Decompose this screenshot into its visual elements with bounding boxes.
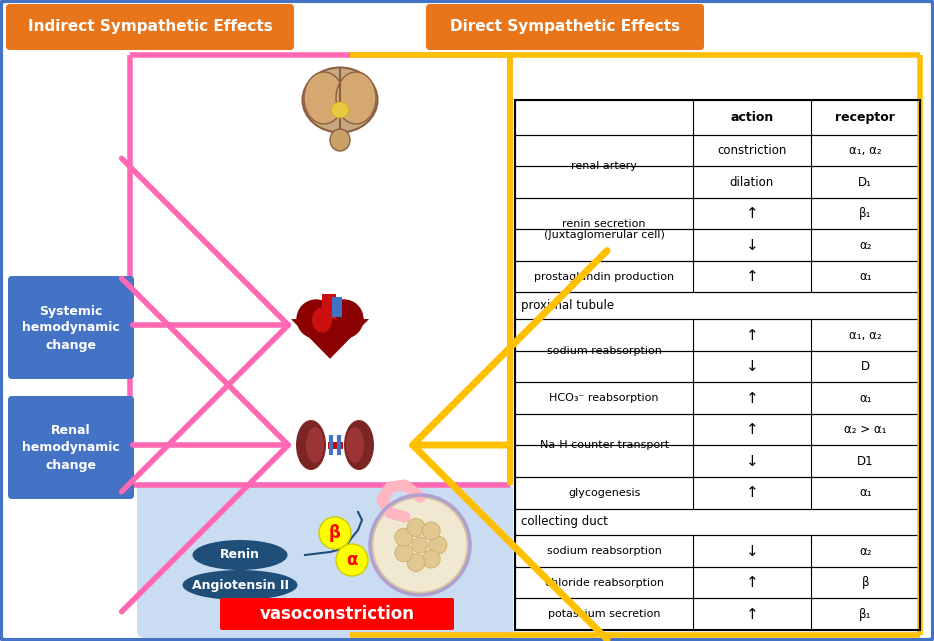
Ellipse shape xyxy=(303,67,377,133)
Bar xyxy=(515,508,920,535)
Text: collecting duct: collecting duct xyxy=(521,515,608,528)
FancyBboxPatch shape xyxy=(220,598,454,630)
Text: β₁: β₁ xyxy=(859,207,871,220)
Text: α₁, α₂: α₁, α₂ xyxy=(849,144,882,157)
Text: potassium secretion: potassium secretion xyxy=(548,609,660,619)
Text: ↓: ↓ xyxy=(745,359,758,374)
Text: ↑: ↑ xyxy=(745,575,758,590)
Bar xyxy=(515,445,920,477)
Text: ↓: ↓ xyxy=(745,454,758,469)
Bar xyxy=(515,414,920,445)
Text: α: α xyxy=(347,551,358,569)
Text: β₁: β₁ xyxy=(859,608,871,620)
Text: glycogenesis: glycogenesis xyxy=(568,488,641,498)
Text: ↑: ↑ xyxy=(745,328,758,342)
Circle shape xyxy=(336,544,368,576)
Text: ↑: ↑ xyxy=(745,485,758,500)
Bar xyxy=(515,599,920,630)
Text: renal artery: renal artery xyxy=(572,162,637,171)
Text: β: β xyxy=(329,524,341,542)
Ellipse shape xyxy=(192,540,288,570)
Text: ↑: ↑ xyxy=(745,607,758,622)
Text: Renin: Renin xyxy=(220,549,260,562)
Text: Na-H counter transport: Na-H counter transport xyxy=(540,440,669,451)
Ellipse shape xyxy=(330,129,350,151)
Text: α₁, α₂: α₁, α₂ xyxy=(849,329,882,342)
Circle shape xyxy=(395,544,413,562)
Bar xyxy=(515,319,920,351)
Text: ↓: ↓ xyxy=(745,544,758,558)
Text: α₁: α₁ xyxy=(859,392,871,404)
Ellipse shape xyxy=(331,102,349,118)
Circle shape xyxy=(422,522,440,540)
Polygon shape xyxy=(291,319,369,359)
Bar xyxy=(515,100,920,135)
Text: renin secretion
(Juxtaglomerular cell): renin secretion (Juxtaglomerular cell) xyxy=(544,219,664,240)
Text: D: D xyxy=(861,360,870,373)
Text: chloride reabsorption: chloride reabsorption xyxy=(545,578,663,588)
Bar xyxy=(515,535,920,567)
Ellipse shape xyxy=(304,72,344,124)
Bar xyxy=(515,477,920,508)
Text: ↑: ↑ xyxy=(745,390,758,406)
Bar xyxy=(515,382,920,414)
Text: α₁: α₁ xyxy=(859,487,871,499)
Text: dilation: dilation xyxy=(729,176,774,188)
Text: HCO₃⁻ reabsorption: HCO₃⁻ reabsorption xyxy=(549,393,658,403)
Circle shape xyxy=(407,554,425,572)
Text: receptor: receptor xyxy=(835,111,896,124)
Bar xyxy=(515,567,920,599)
FancyBboxPatch shape xyxy=(6,4,294,50)
Text: Renal
hemodynamic
change: Renal hemodynamic change xyxy=(22,424,120,472)
Text: sodium reabsorption: sodium reabsorption xyxy=(546,345,661,356)
Text: β: β xyxy=(861,576,870,589)
Circle shape xyxy=(395,528,413,546)
Text: prostaglandin production: prostaglandin production xyxy=(534,272,674,281)
Text: D1: D1 xyxy=(857,454,873,468)
Circle shape xyxy=(412,537,428,553)
Ellipse shape xyxy=(344,420,374,470)
Bar xyxy=(515,292,920,319)
FancyBboxPatch shape xyxy=(8,396,134,499)
Text: ↑: ↑ xyxy=(745,206,758,221)
Bar xyxy=(515,166,920,198)
Circle shape xyxy=(372,497,468,593)
Bar xyxy=(515,198,920,229)
Circle shape xyxy=(324,299,363,339)
Text: α₂ > α₁: α₂ > α₁ xyxy=(844,423,886,436)
FancyBboxPatch shape xyxy=(8,276,134,379)
Bar xyxy=(515,100,920,630)
Text: D₁: D₁ xyxy=(858,176,872,188)
Ellipse shape xyxy=(306,427,324,463)
Circle shape xyxy=(407,519,425,537)
Text: vasoconstriction: vasoconstriction xyxy=(260,605,415,623)
Text: α₁: α₁ xyxy=(859,270,871,283)
Circle shape xyxy=(296,299,336,339)
Ellipse shape xyxy=(296,420,326,470)
Text: α₂: α₂ xyxy=(859,238,871,252)
Text: proximal tubule: proximal tubule xyxy=(521,299,615,312)
Circle shape xyxy=(319,517,351,549)
Bar xyxy=(322,294,336,319)
Ellipse shape xyxy=(336,72,376,124)
Text: Angiotensin II: Angiotensin II xyxy=(191,578,289,592)
Text: ↓: ↓ xyxy=(745,238,758,253)
Text: α₂: α₂ xyxy=(859,545,871,558)
Bar xyxy=(515,135,920,166)
Text: Indirect Sympathetic Effects: Indirect Sympathetic Effects xyxy=(28,19,273,35)
Text: Systemic
hemodynamic
change: Systemic hemodynamic change xyxy=(22,304,120,351)
Ellipse shape xyxy=(346,427,364,463)
Text: action: action xyxy=(730,111,773,124)
Ellipse shape xyxy=(312,308,332,333)
Circle shape xyxy=(429,536,447,554)
Text: sodium reabsorption: sodium reabsorption xyxy=(546,546,661,556)
Circle shape xyxy=(422,550,440,568)
Text: constriction: constriction xyxy=(717,144,786,157)
Bar xyxy=(332,297,342,317)
Ellipse shape xyxy=(182,570,298,600)
Text: Direct Sympathetic Effects: Direct Sympathetic Effects xyxy=(450,19,680,35)
Bar xyxy=(515,261,920,292)
Bar xyxy=(515,351,920,382)
FancyBboxPatch shape xyxy=(137,482,513,638)
